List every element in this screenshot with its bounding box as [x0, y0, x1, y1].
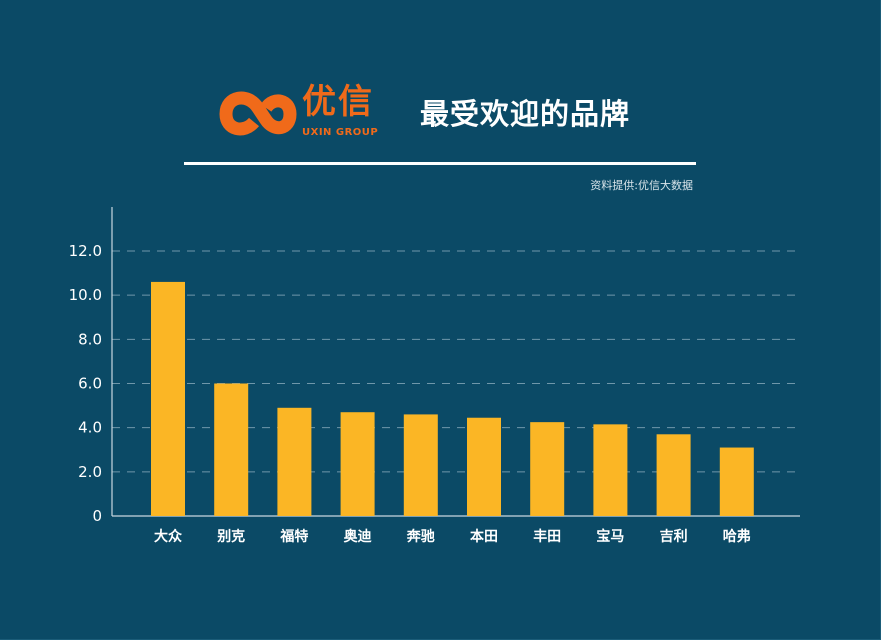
y-tick-label: 0: [92, 507, 102, 525]
x-tick-label: 福特: [279, 528, 308, 545]
bar: [656, 434, 691, 516]
bar: [467, 417, 501, 516]
y-tick-label: 4.0: [78, 419, 102, 437]
title-divider: [184, 162, 696, 165]
uxin-logo-icon: [219, 91, 297, 136]
y-tick-label: 10.0: [69, 286, 102, 304]
x-tick-label: 别克: [216, 528, 245, 545]
x-tick-label: 大众: [154, 528, 182, 545]
x-tick-label: 本田: [470, 528, 498, 545]
x-tick-label: 奥迪: [344, 528, 372, 545]
y-tick-label: 12.0: [69, 242, 102, 260]
x-tick-label: 奔驰: [406, 528, 435, 545]
x-tick-label: 哈弗: [723, 528, 751, 545]
bar: [151, 281, 185, 516]
source-note: 资料提供:优信大数据: [590, 179, 693, 192]
x-tick-label: 宝马: [596, 528, 624, 545]
x-tick-label: 吉利: [660, 528, 688, 545]
x-tick-label: 丰田: [533, 528, 561, 545]
bar: [340, 412, 375, 516]
page-title: 最受欢迎的品牌: [420, 97, 631, 131]
bar: [277, 407, 312, 516]
y-tick-label: 2.0: [78, 463, 102, 481]
logo-text: 优信: [302, 82, 374, 122]
bar: [403, 414, 438, 516]
y-tick-label: 8.0: [78, 330, 102, 348]
bar: [719, 447, 754, 516]
logo-subtext: UXIN GROUP: [302, 127, 379, 138]
y-tick-label: 6.0: [78, 375, 102, 393]
bar: [530, 422, 565, 516]
bar: [593, 424, 628, 516]
bar: [214, 383, 249, 516]
